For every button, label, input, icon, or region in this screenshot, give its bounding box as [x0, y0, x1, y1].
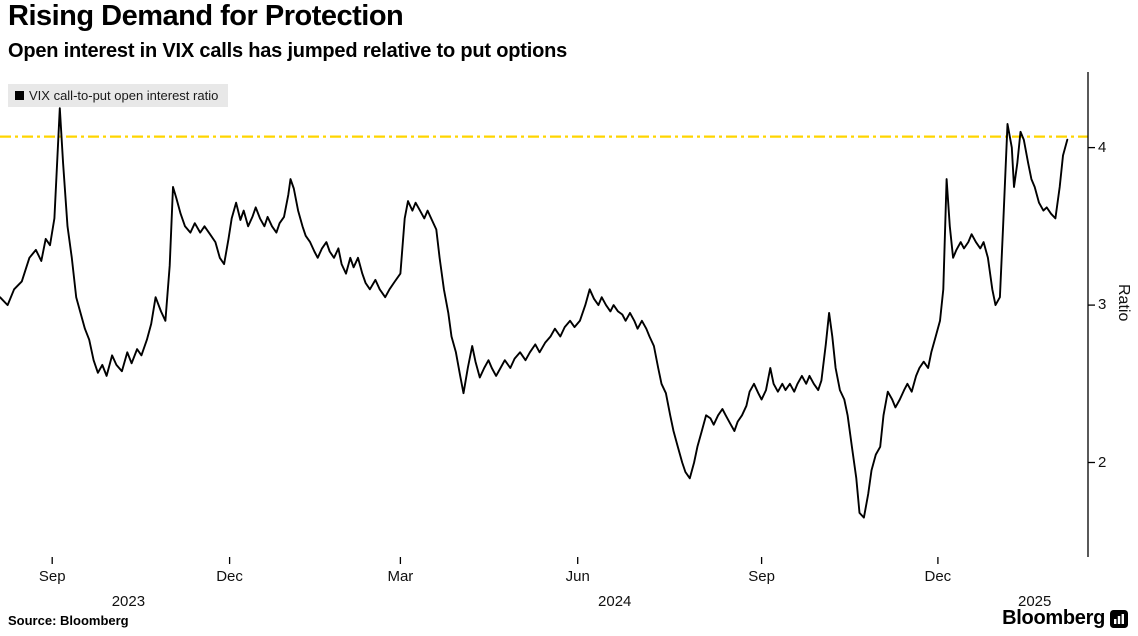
legend: VIX call-to-put open interest ratio — [8, 84, 229, 107]
x-year-label: 2023 — [111, 593, 146, 610]
bloomberg-logo: Bloomberg — [1002, 607, 1128, 630]
x-tick-label: Mar — [387, 568, 414, 585]
bloomberg-chart-icon — [1110, 609, 1128, 628]
x-tick-label: Sep — [38, 568, 66, 585]
x-tick-label: Dec — [924, 568, 952, 585]
y-tick-label: 2 — [1098, 453, 1107, 471]
x-tick-label: Jun — [565, 568, 590, 585]
source-note: Source: Bloomberg — [8, 613, 129, 628]
series-line — [0, 107, 1069, 519]
x-axis-month-labels: Sep Dec Mar Jun Sep Dec — [0, 568, 1088, 588]
x-axis-year-labels: 2023 2024 2025 — [0, 593, 1088, 613]
legend-swatch-icon — [15, 91, 24, 100]
x-year-label: 2025 — [1018, 593, 1052, 610]
x-year-label: 2024 — [598, 593, 632, 610]
legend-label: VIX call-to-put open interest ratio — [29, 88, 219, 103]
page-subtitle: Open interest in VIX calls has jumped re… — [8, 40, 568, 62]
x-tick-label: Sep — [748, 568, 775, 585]
y-tick-label: 3 — [1098, 296, 1107, 314]
y-tick-label: 4 — [1098, 138, 1107, 156]
bloomberg-wordmark: Bloomberg — [1002, 607, 1105, 629]
x-tick-label: Dec — [216, 568, 243, 585]
y-axis-title: Ratio — [1115, 284, 1132, 322]
y-axis-labels: 2 3 4 — [1098, 72, 1132, 557]
footer: Source: Bloomberg Bloomberg — [0, 607, 1138, 636]
page-title: Rising Demand for Protection — [8, 0, 404, 32]
chart-canvas — [0, 72, 1095, 564]
